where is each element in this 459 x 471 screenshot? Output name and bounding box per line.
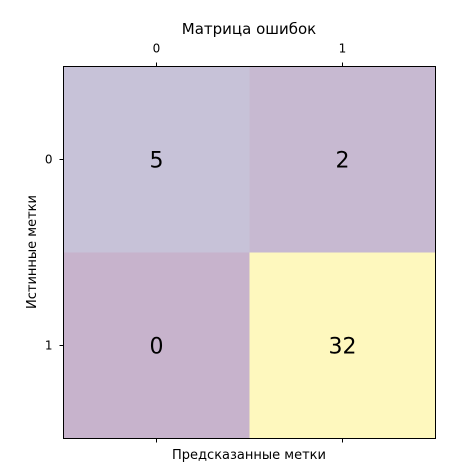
cell-value-label: 5 <box>150 149 164 174</box>
cell-value-label: 0 <box>150 335 164 360</box>
y-axis-label: Истинные метки <box>25 195 40 309</box>
plot-frame <box>63 66 436 439</box>
heatmap-cell <box>249 252 436 439</box>
x-tick-label: 0 <box>153 42 161 56</box>
cell-value-label: 2 <box>336 149 350 174</box>
cell-value-label: 32 <box>329 335 357 360</box>
chart-title: Матрица ошибок <box>182 20 316 38</box>
heatmap-cell <box>63 66 250 253</box>
heatmap-cell <box>63 252 250 439</box>
heatmap-cells <box>63 66 436 439</box>
x-axis-label: Предсказанные метки <box>172 448 326 463</box>
y-axis-ticks: 01 <box>45 153 64 353</box>
y-tick-label: 1 <box>45 339 53 353</box>
heatmap-cell-labels: 5 2 0 32 <box>150 149 357 360</box>
x-tick-label: 1 <box>339 42 347 56</box>
y-tick-label: 0 <box>45 153 53 167</box>
heatmap-cell <box>249 66 436 253</box>
